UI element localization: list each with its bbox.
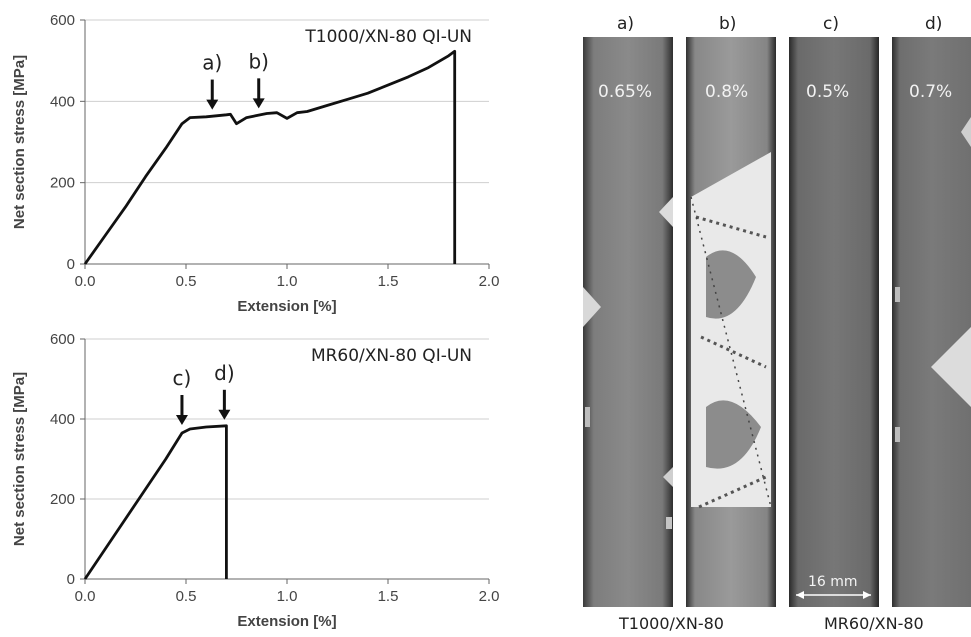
chart1-ytick-label: 200 — [50, 175, 75, 192]
chart2-ytick-label: 200 — [50, 491, 75, 508]
panel-c-label: c) — [823, 14, 839, 34]
chart2-annotation-arrowhead — [175, 415, 188, 425]
group-label-t1000: T1000/XN-80 — [619, 614, 724, 633]
chart1-yaxis-label: Net section stress [MPa] — [11, 55, 28, 229]
chart1-ytick-label: 600 — [50, 12, 75, 29]
chart2-xtick-label: 1.5 — [378, 588, 399, 605]
chart1-title: T1000/XN-80 QI-UN — [304, 27, 472, 47]
chart2-series-line — [83, 424, 228, 580]
chart1-xtick-label: 1.0 — [277, 273, 298, 290]
charts-area: 0 200 400 600 0.0 0.5 1.0 1.5 2.0 Extension [%] Ne… — [11, 12, 500, 630]
panel-b-label: b) — [719, 14, 737, 34]
chart2-xaxis-label: Extension [%] — [237, 613, 336, 630]
panel-d-label: d) — [925, 14, 943, 34]
chart1-xtick-label: 1.5 — [378, 273, 399, 290]
xray-panel-a — [583, 37, 673, 607]
chart2-xtick-label: 1.0 — [277, 588, 298, 605]
chart2-xtick-label: 0.0 — [75, 588, 96, 605]
chart1-annotation-label: b) — [248, 49, 269, 73]
chart2-annotation-label: c) — [173, 366, 192, 390]
chart1-annotation-arrowhead — [252, 98, 265, 109]
panel-a-label: a) — [617, 14, 635, 34]
chart2-ytick-label: 400 — [50, 411, 75, 428]
panel-a-percent: 0.65% — [598, 82, 653, 102]
group-label-mr60: MR60/XN-80 — [824, 614, 924, 633]
chart1-annotation-arrowhead — [206, 99, 219, 110]
chart1-ytick-label: 400 — [50, 93, 75, 110]
scale-bar-label: 16 mm — [808, 574, 858, 590]
chart1-xtick-label: 2.0 — [479, 273, 500, 290]
xray-panel-d — [892, 37, 971, 607]
xray-panel-c — [789, 37, 879, 607]
chart2-ytick-label: 0 — [67, 571, 75, 588]
chart1-xaxis-label: Extension [%] — [237, 298, 336, 315]
panel-b-percent: 0.8% — [705, 82, 749, 102]
chart2-annotation-label: d) — [214, 361, 235, 385]
chart1-xtick-label: 0.5 — [176, 273, 197, 290]
xray-panel-b — [686, 37, 776, 607]
chart2-annotation-arrowhead — [218, 409, 231, 420]
chart2-ytick-label: 600 — [50, 331, 75, 348]
chart2-title: MR60/XN-80 QI-UN — [311, 346, 472, 366]
panel-c-percent: 0.5% — [806, 82, 850, 102]
scale-bar — [796, 591, 871, 599]
chart2-xtick-label: 0.5 — [176, 588, 197, 605]
chart1-ytick-label: 0 — [67, 256, 75, 273]
chart1-xtick-label: 0.0 — [75, 273, 96, 290]
chart1-series-line — [83, 49, 457, 265]
xray-images — [583, 37, 971, 607]
panel-d-percent: 0.7% — [909, 82, 953, 102]
chart1-annotation-label: a) — [202, 51, 222, 75]
chart2-xtick-label: 2.0 — [479, 588, 500, 605]
chart2-yaxis-label: Net section stress [MPa] — [11, 372, 28, 546]
